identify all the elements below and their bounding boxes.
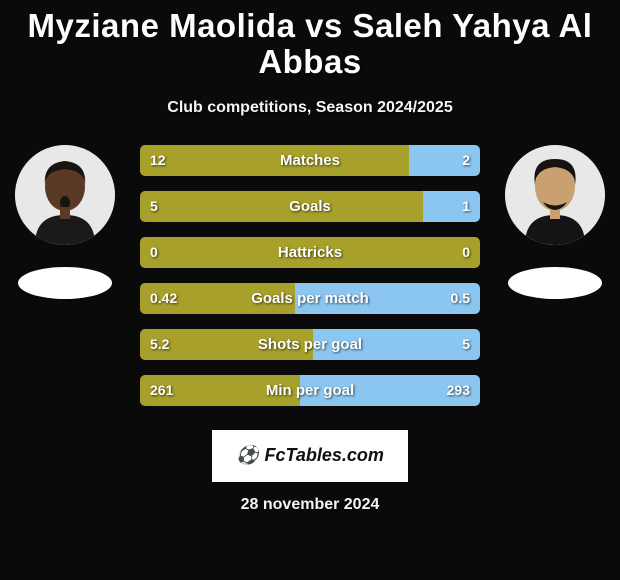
- player-right-club-badge: [508, 267, 602, 299]
- stat-bar: Shots per goal5.25: [140, 329, 480, 360]
- player-left-club-badge: [18, 267, 112, 299]
- player-left-column: [10, 145, 120, 299]
- stat-bar-right-segment: [300, 375, 480, 406]
- player-left-avatar: [15, 145, 115, 245]
- comparison-date: 28 november 2024: [241, 496, 380, 514]
- stat-bar-right-segment: [313, 329, 480, 360]
- stat-bar: Hattricks00: [140, 237, 480, 268]
- comparison-body: Matches122 Goals51 Hattricks00 Goals per ma…: [0, 145, 620, 406]
- stat-bar-right-segment: [295, 283, 480, 314]
- player-right-avatar-svg: [505, 145, 605, 245]
- comparison-card: Myziane Maolida vs Saleh Yahya Al Abbas …: [0, 0, 620, 514]
- stat-bar-left-segment: [140, 375, 300, 406]
- stat-bar-left-segment: [140, 237, 480, 268]
- brand-name: FcTables.com: [265, 445, 384, 466]
- stat-bar-right-segment: [409, 145, 480, 176]
- stat-bar-left-segment: [140, 145, 409, 176]
- page-title: Myziane Maolida vs Saleh Yahya Al Abbas: [0, 8, 620, 81]
- stat-bar: Matches122: [140, 145, 480, 176]
- stat-bar-left-segment: [140, 191, 423, 222]
- player-left-avatar-svg: [15, 145, 115, 245]
- stats-column: Matches122 Goals51 Hattricks00 Goals per ma…: [140, 145, 480, 406]
- brand-icon: ⚽: [236, 445, 258, 466]
- stat-bar-left-segment: [140, 329, 313, 360]
- brand-logo[interactable]: ⚽ FcTables.com: [212, 430, 408, 482]
- stat-bar: Min per goal261293: [140, 375, 480, 406]
- stat-bar-left-segment: [140, 283, 295, 314]
- stat-bar: Goals51: [140, 191, 480, 222]
- stat-bar: Goals per match0.420.5: [140, 283, 480, 314]
- subtitle: Club competitions, Season 2024/2025: [167, 99, 452, 117]
- stat-bar-right-segment: [423, 191, 480, 222]
- player-right-avatar: [505, 145, 605, 245]
- player-right-column: [500, 145, 610, 299]
